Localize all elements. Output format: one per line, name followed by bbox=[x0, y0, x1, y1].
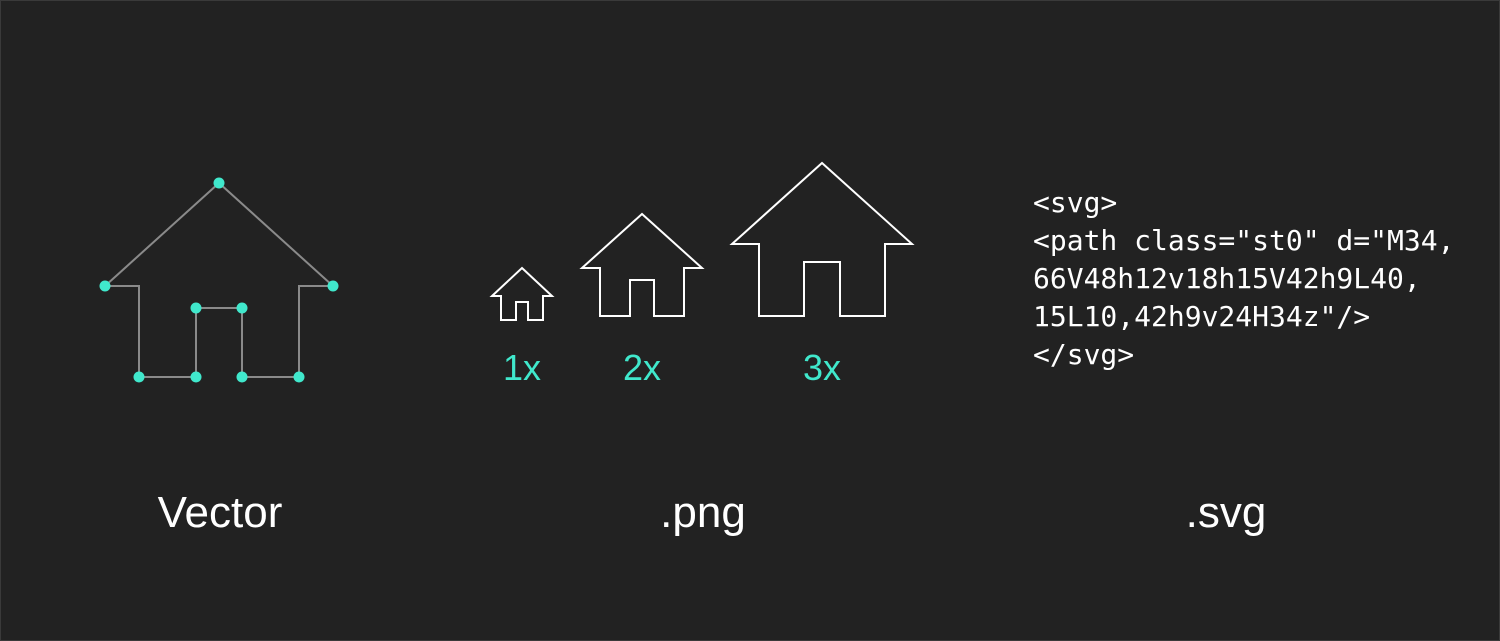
house-2x-icon bbox=[579, 212, 705, 317]
house-3x-icon bbox=[729, 161, 915, 317]
svg-code-line: 15L10,42h9v24H34z"/> bbox=[1033, 300, 1371, 333]
png-houses bbox=[489, 161, 915, 321]
svg-code-line: <path class="st0" d="M34, bbox=[1033, 224, 1455, 257]
vector-anchor-points bbox=[99, 177, 339, 383]
vector-house-icon bbox=[99, 177, 339, 383]
scale-label-2x: 2x bbox=[622, 347, 662, 388]
anchor-point bbox=[213, 177, 225, 189]
anchor-point bbox=[99, 280, 111, 292]
house-1x-icon bbox=[489, 266, 555, 321]
svg-code-line: 66V48h12v18h15V42h9L40, bbox=[1033, 262, 1421, 295]
scale-label-3x: 3x bbox=[802, 347, 842, 388]
scale-label-1x: 1x bbox=[502, 347, 542, 388]
anchor-point bbox=[236, 302, 248, 314]
caption-vector: Vector bbox=[157, 488, 283, 537]
svg-code-line: </svg> bbox=[1033, 338, 1135, 371]
vector-house-outline bbox=[102, 181, 336, 378]
anchor-point bbox=[133, 371, 145, 383]
anchor-point bbox=[190, 371, 202, 383]
svg-code-line: <svg> bbox=[1033, 186, 1118, 219]
anchor-point bbox=[236, 371, 248, 383]
caption-svg: .svg bbox=[1185, 488, 1267, 537]
anchor-point bbox=[190, 302, 202, 314]
anchor-point bbox=[293, 371, 305, 383]
caption-png: .png bbox=[660, 488, 746, 537]
anchor-point bbox=[327, 280, 339, 292]
svg-code-block: <svg> <path class="st0" d="M34, 66V48h12v1… bbox=[1033, 184, 1454, 374]
